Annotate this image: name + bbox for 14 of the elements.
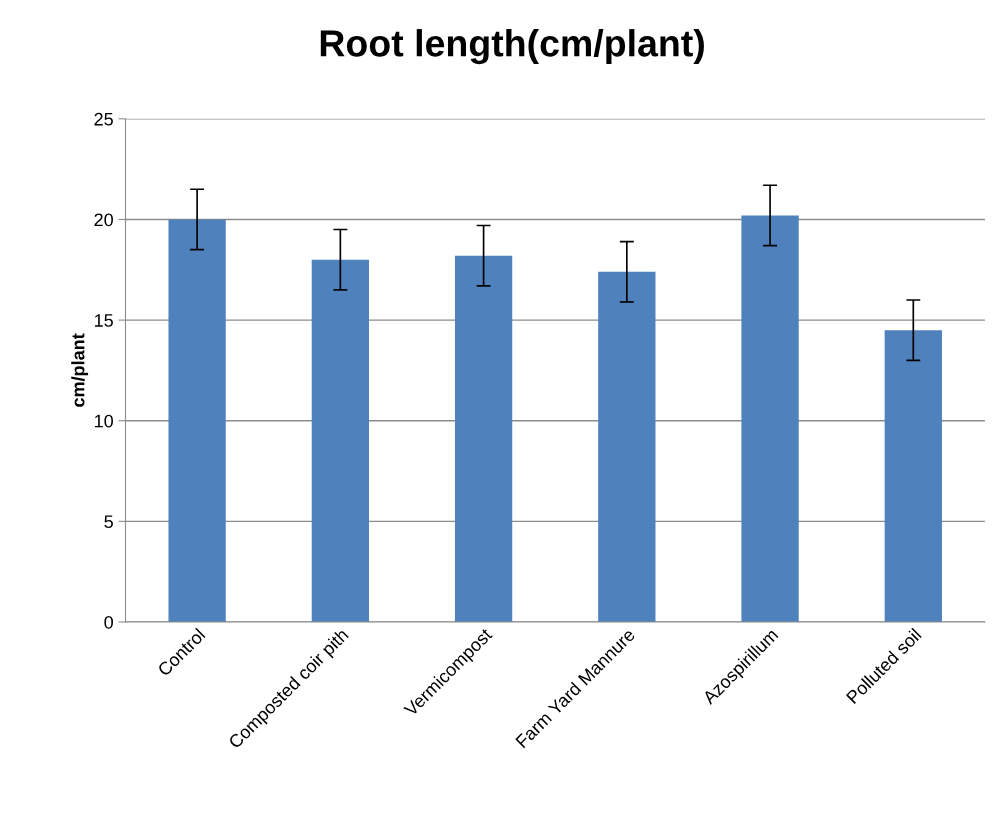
- bar: [741, 215, 799, 622]
- bar: [454, 255, 513, 622]
- y-tick-label: 25: [94, 112, 113, 126]
- bar: [168, 219, 226, 622]
- y-tick-label: 20: [94, 213, 113, 227]
- chart-title: Root length(cm/plant): [320, 29, 704, 65]
- y-tick-label: 15: [94, 314, 113, 327]
- bar: [598, 271, 656, 622]
- bar: [311, 259, 369, 622]
- y-tick-label: 0: [104, 615, 113, 629]
- y-axis-title: cm/plant: [71, 333, 89, 407]
- bar: [884, 330, 942, 622]
- y-tick-label: 10: [94, 414, 113, 428]
- y-tick-label: 5: [104, 515, 113, 529]
